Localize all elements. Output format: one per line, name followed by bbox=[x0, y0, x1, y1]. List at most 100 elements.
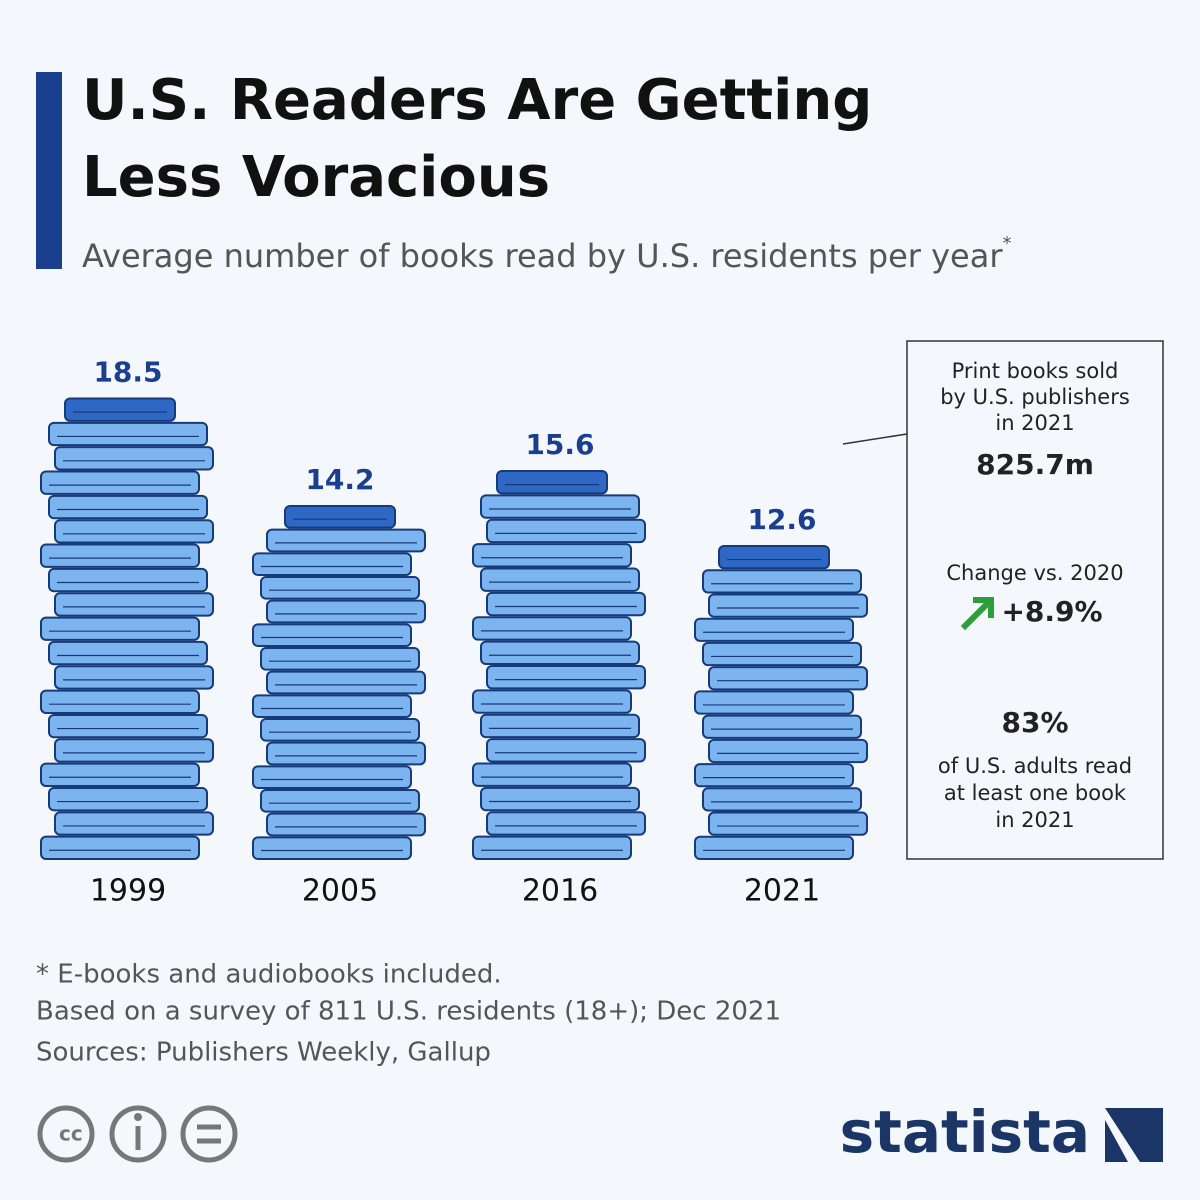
book bbox=[472, 543, 632, 568]
book bbox=[48, 713, 208, 739]
book bbox=[486, 518, 646, 544]
book bbox=[260, 718, 420, 742]
nd-icon bbox=[180, 1105, 238, 1163]
book bbox=[54, 519, 214, 544]
book bbox=[266, 812, 426, 837]
book-stack bbox=[694, 545, 868, 860]
book bbox=[694, 835, 854, 860]
book bbox=[702, 714, 862, 739]
footnote: Sources: Publishers Weekly, Gallup bbox=[36, 1038, 491, 1068]
book bbox=[472, 616, 632, 641]
book bbox=[252, 836, 412, 860]
book bbox=[496, 470, 608, 495]
book bbox=[40, 835, 200, 861]
book bbox=[480, 567, 640, 592]
book bbox=[54, 665, 214, 690]
book bbox=[48, 640, 208, 666]
book bbox=[48, 567, 208, 593]
value-label: 12.6 bbox=[747, 503, 816, 536]
value-label: 14.2 bbox=[305, 463, 374, 496]
book bbox=[480, 713, 640, 739]
book bbox=[694, 763, 854, 788]
book bbox=[266, 741, 426, 766]
book bbox=[708, 666, 868, 691]
title-line: U.S. Readers Are Getting bbox=[82, 68, 872, 133]
stat-text: by U.S. publishers bbox=[940, 385, 1130, 409]
cc-icon bbox=[37, 1105, 95, 1163]
book bbox=[252, 694, 412, 718]
book bbox=[40, 762, 200, 787]
x-tick-label: 2016 bbox=[522, 874, 598, 909]
book bbox=[694, 617, 854, 642]
stat-text: of U.S. adults read bbox=[938, 754, 1132, 778]
x-tick-label: 2021 bbox=[744, 874, 820, 909]
book-stack bbox=[40, 397, 214, 861]
book bbox=[260, 789, 420, 813]
book bbox=[480, 494, 640, 519]
subtitle-text: Average number of books read by U.S. res… bbox=[82, 237, 1003, 275]
book bbox=[252, 623, 412, 647]
side-box bbox=[906, 340, 1164, 860]
book bbox=[40, 689, 200, 714]
footnote: * E-books and audiobooks included. bbox=[36, 960, 502, 990]
book bbox=[486, 665, 646, 690]
book-stack bbox=[472, 470, 646, 860]
book bbox=[40, 616, 200, 641]
book bbox=[252, 765, 412, 789]
stat-value: +8.9% bbox=[1001, 595, 1102, 628]
book bbox=[40, 543, 200, 568]
book bbox=[702, 787, 862, 812]
book bbox=[64, 397, 176, 422]
book bbox=[708, 738, 868, 764]
title-accent bbox=[36, 72, 62, 269]
brand: statista bbox=[840, 1098, 1090, 1166]
book bbox=[480, 640, 640, 665]
value-label: 15.6 bbox=[525, 428, 594, 461]
subtitle: Average number of books read by U.S. res… bbox=[82, 233, 1012, 275]
footnote: Based on a survey of 811 U.S. residents … bbox=[36, 997, 781, 1027]
book bbox=[48, 786, 208, 812]
book bbox=[708, 593, 868, 618]
by-head bbox=[134, 1113, 142, 1121]
title-line: Less Voracious bbox=[82, 145, 550, 210]
book bbox=[480, 786, 640, 812]
stat-text: at least one book bbox=[944, 781, 1127, 805]
book bbox=[472, 835, 632, 860]
book bbox=[266, 670, 426, 695]
book bbox=[486, 738, 646, 763]
stat-value: 825.7m bbox=[976, 448, 1094, 481]
book bbox=[54, 446, 214, 471]
book bbox=[54, 811, 214, 836]
book-stack bbox=[252, 505, 426, 860]
stat-text: Change vs. 2020 bbox=[946, 561, 1123, 585]
x-tick-label: 2005 bbox=[302, 874, 378, 909]
stat-text: in 2021 bbox=[995, 411, 1074, 435]
book bbox=[260, 576, 420, 600]
stat-text: in 2021 bbox=[995, 808, 1074, 832]
book bbox=[266, 599, 426, 624]
book bbox=[472, 689, 632, 714]
book bbox=[54, 738, 214, 763]
value-label: 18.5 bbox=[93, 356, 162, 389]
cc-text: cc bbox=[59, 1122, 83, 1146]
book bbox=[54, 592, 214, 617]
stat-text: Print books sold bbox=[952, 359, 1119, 383]
book bbox=[252, 552, 412, 576]
brand-logo bbox=[1105, 1108, 1163, 1162]
book bbox=[472, 762, 632, 787]
book bbox=[266, 528, 426, 553]
book bbox=[694, 690, 854, 715]
subtitle-marker: * bbox=[1003, 233, 1012, 254]
book bbox=[48, 421, 208, 447]
book bbox=[48, 494, 208, 520]
book bbox=[486, 591, 646, 617]
callout-line bbox=[842, 433, 908, 445]
book bbox=[486, 811, 646, 836]
book bbox=[708, 811, 868, 836]
up-arrow bbox=[960, 597, 994, 631]
book bbox=[702, 641, 862, 667]
book bbox=[702, 569, 862, 594]
book bbox=[284, 505, 396, 529]
